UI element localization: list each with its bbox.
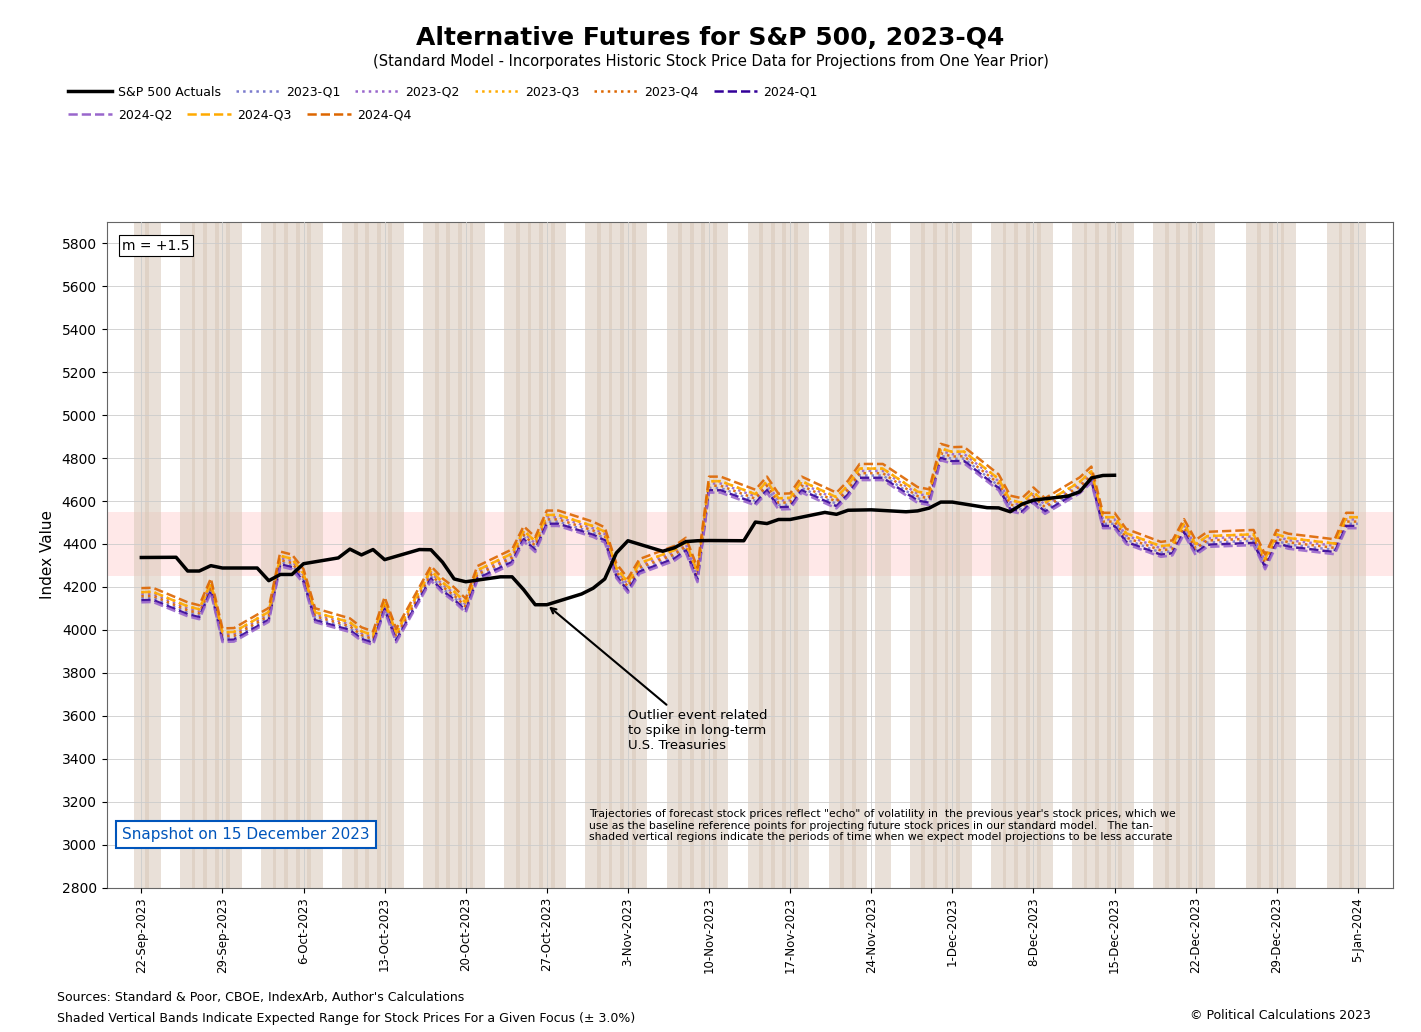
Bar	[713, 222, 729, 888]
Text: Sources: Standard & Poor, CBOE, IndexArb, Author's Calculations: Sources: Standard & Poor, CBOE, IndexArb…	[57, 991, 465, 1004]
Bar	[284, 222, 300, 888]
Bar	[1003, 222, 1017, 888]
Bar	[840, 222, 855, 888]
Bar	[1084, 222, 1098, 888]
Bar	[1026, 222, 1042, 888]
Bar	[1188, 222, 1204, 888]
Bar	[990, 222, 1006, 888]
Bar	[934, 222, 948, 888]
Bar	[446, 222, 462, 888]
Bar	[226, 222, 242, 888]
Bar	[702, 222, 716, 888]
Bar	[388, 222, 404, 888]
Bar	[342, 222, 358, 888]
Bar	[783, 222, 797, 888]
Bar	[1258, 222, 1273, 888]
Bar	[1199, 222, 1215, 888]
Bar	[945, 222, 961, 888]
Text: (Standard Model - Incorporates Historic Stock Price Data for Projections from On: (Standard Model - Incorporates Historic …	[372, 54, 1049, 69]
Bar	[1177, 222, 1192, 888]
Bar	[632, 222, 647, 888]
Bar	[215, 222, 230, 888]
Text: © Political Calculations 2023: © Political Calculations 2023	[1191, 1008, 1371, 1022]
Legend: 2024-Q2, 2024-Q3, 2024-Q4: 2024-Q2, 2024-Q3, 2024-Q4	[63, 103, 416, 126]
Bar	[1246, 222, 1262, 888]
Bar	[747, 222, 763, 888]
Bar	[107, 512, 1393, 576]
Bar	[435, 222, 450, 888]
Bar	[365, 222, 381, 888]
Bar	[307, 222, 323, 888]
Bar	[853, 222, 867, 888]
Bar	[1096, 222, 1111, 888]
Bar	[956, 222, 972, 888]
Bar	[678, 222, 693, 888]
Bar	[469, 222, 485, 888]
Bar	[921, 222, 936, 888]
Bar	[585, 222, 601, 888]
Text: Trajectories of forecast stock prices reflect "echo" of volatility in  the previ: Trajectories of forecast stock prices re…	[588, 809, 1175, 842]
Bar	[828, 222, 844, 888]
Bar	[261, 222, 277, 888]
Bar	[134, 222, 149, 888]
Bar	[180, 222, 196, 888]
Bar	[203, 222, 219, 888]
Text: Outlier event related
to spike in long-term
U.S. Treasuries: Outlier event related to spike in long-t…	[551, 608, 767, 752]
Bar	[1165, 222, 1181, 888]
Bar	[551, 222, 566, 888]
Bar	[458, 222, 473, 888]
Bar	[504, 222, 520, 888]
Bar	[597, 222, 612, 888]
Bar	[1350, 222, 1366, 888]
Bar	[354, 222, 369, 888]
Bar	[1327, 222, 1343, 888]
Bar	[516, 222, 531, 888]
Bar	[794, 222, 810, 888]
Bar	[423, 222, 439, 888]
Bar	[1015, 222, 1030, 888]
Bar	[608, 222, 624, 888]
Bar	[192, 222, 207, 888]
Bar	[539, 222, 554, 888]
Bar	[296, 222, 311, 888]
Bar	[770, 222, 786, 888]
Text: Snapshot on 15 December 2023: Snapshot on 15 December 2023	[122, 828, 369, 842]
Legend: S&P 500 Actuals, 2023-Q1, 2023-Q2, 2023-Q3, 2023-Q4, 2024-Q1: S&P 500 Actuals, 2023-Q1, 2023-Q2, 2023-…	[63, 80, 823, 103]
Bar	[1037, 222, 1053, 888]
Text: Shaded Vertical Bands Indicate Expected Range for Stock Prices For a Given Focus: Shaded Vertical Bands Indicate Expected …	[57, 1011, 635, 1025]
Bar	[666, 222, 682, 888]
Bar	[273, 222, 288, 888]
Bar	[909, 222, 925, 888]
Y-axis label: Index Value: Index Value	[40, 510, 55, 600]
Bar	[1339, 222, 1354, 888]
Text: Alternative Futures for S&P 500, 2023-Q4: Alternative Futures for S&P 500, 2023-Q4	[416, 26, 1005, 50]
Bar	[759, 222, 774, 888]
Bar	[620, 222, 635, 888]
Bar	[1107, 222, 1123, 888]
Bar	[1154, 222, 1168, 888]
Bar	[1118, 222, 1134, 888]
Bar	[527, 222, 543, 888]
Bar	[689, 222, 705, 888]
Text: m = +1.5: m = +1.5	[122, 238, 189, 253]
Bar	[377, 222, 392, 888]
Bar	[1071, 222, 1087, 888]
Bar	[1280, 222, 1296, 888]
Bar	[875, 222, 891, 888]
Bar	[1269, 222, 1285, 888]
Bar	[145, 222, 161, 888]
